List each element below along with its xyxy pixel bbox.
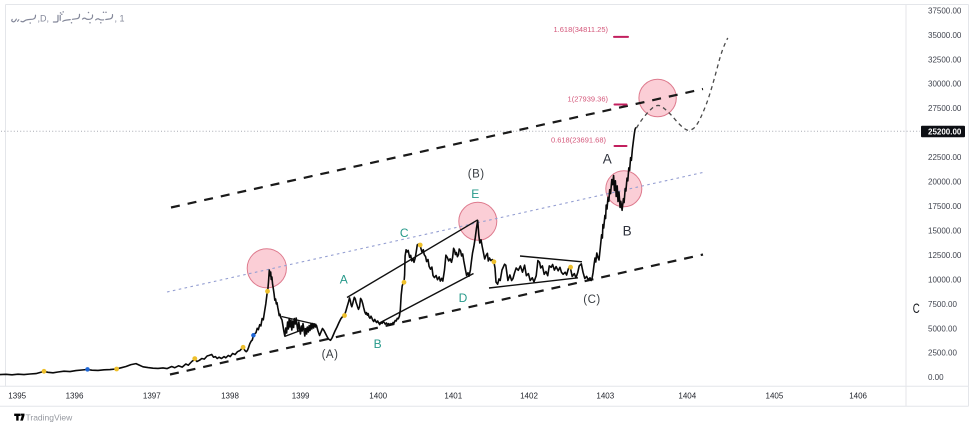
svg-text:27500.00: 27500.00	[928, 104, 962, 113]
svg-text:1395: 1395	[8, 392, 26, 401]
svg-text:20000.00: 20000.00	[928, 178, 962, 187]
svg-text:37500.00: 37500.00	[928, 6, 962, 15]
svg-text:2500.00: 2500.00	[928, 349, 957, 358]
svg-text:TradingView: TradingView	[26, 412, 74, 422]
svg-text:5000.00: 5000.00	[928, 324, 957, 333]
svg-text:10000.00: 10000.00	[928, 275, 962, 284]
svg-text:1406: 1406	[849, 392, 867, 401]
svg-text:A: A	[340, 272, 348, 286]
svg-text:22500.00: 22500.00	[928, 153, 962, 162]
svg-text:0.00: 0.00	[928, 373, 944, 382]
svg-text:7500.00: 7500.00	[928, 300, 957, 309]
svg-text:A: A	[603, 151, 612, 166]
svg-text:C: C	[400, 226, 409, 240]
svg-text:1399: 1399	[292, 392, 310, 401]
svg-text:1397: 1397	[143, 392, 161, 401]
svg-text:35000.00: 35000.00	[928, 31, 962, 40]
svg-text:0.618(23691.68): 0.618(23691.68)	[551, 136, 607, 145]
svg-text:C: C	[913, 300, 920, 316]
svg-text:17500.00: 17500.00	[928, 202, 962, 211]
svg-text:, 1: , 1	[115, 14, 125, 24]
svg-text:(B): (B)	[468, 168, 485, 180]
svg-text:15000.00: 15000.00	[928, 227, 962, 236]
svg-text:E: E	[471, 187, 479, 201]
svg-text:1398: 1398	[221, 392, 239, 401]
svg-text:1402: 1402	[520, 392, 538, 401]
svg-text:32500.00: 32500.00	[928, 55, 962, 64]
svg-text:,D,: ,D,	[38, 14, 50, 24]
svg-text:1400: 1400	[369, 392, 387, 401]
svg-text:1.618(34811.25): 1.618(34811.25)	[554, 25, 609, 34]
svg-text:1405: 1405	[766, 392, 784, 401]
svg-text:1404: 1404	[678, 392, 696, 401]
svg-text:(A): (A)	[322, 349, 339, 361]
svg-text:D: D	[459, 291, 468, 305]
svg-text:1396: 1396	[66, 392, 84, 401]
svg-text:12500.00: 12500.00	[928, 251, 962, 260]
svg-text:B: B	[623, 224, 632, 239]
svg-text:1403: 1403	[596, 392, 614, 401]
svg-text:30000.00: 30000.00	[928, 80, 962, 89]
svg-text:1401: 1401	[444, 392, 462, 401]
svg-text:25200.00: 25200.00	[928, 127, 962, 136]
svg-text:1(27939.36): 1(27939.36)	[568, 95, 609, 104]
svg-text:B: B	[374, 337, 382, 351]
svg-text:(C): (C)	[583, 294, 600, 306]
